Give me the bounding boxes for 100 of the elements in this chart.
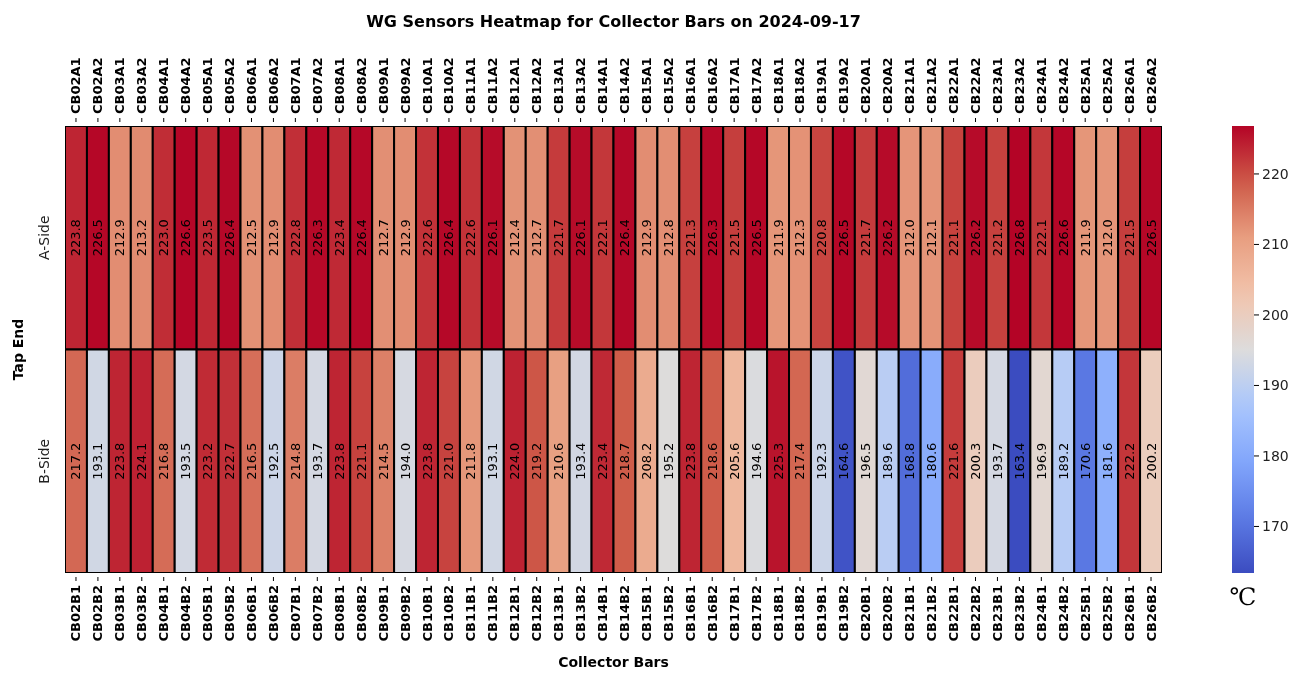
data-label: 223.0 — [156, 219, 172, 257]
data-label: 195.2 — [660, 442, 676, 480]
data-label: 205.6 — [726, 442, 742, 480]
data-label: 223.8 — [682, 442, 698, 480]
color-bar-label: 190 — [1262, 377, 1289, 394]
x-tick-label: CB18B1 — [770, 585, 786, 642]
x-tick-label: CB22B1 — [946, 585, 962, 642]
data-label: 181.6 — [1099, 442, 1115, 480]
data-label: 193.7 — [989, 442, 1005, 480]
text: CB26A1 — [1121, 57, 1137, 114]
text: CB25A2 — [1099, 57, 1115, 114]
data-label: 212.3 — [792, 219, 808, 257]
data-label: 164.6 — [836, 442, 852, 480]
x-tick-label: CB14B1 — [595, 585, 611, 642]
data-label: 226.1 — [573, 219, 589, 257]
x-tick-label: CB05B1 — [200, 585, 216, 642]
data-label: 223.4 — [331, 219, 347, 257]
x-tick-label: CB16B2 — [704, 585, 720, 642]
data-label: 223.8 — [331, 442, 347, 480]
data-label: 214.8 — [287, 442, 303, 480]
text: CB12A2 — [529, 57, 545, 114]
x-tick-label: CB15B2 — [660, 585, 676, 642]
x-tick-label: CB15B1 — [638, 585, 654, 642]
x-tick-label: CB13B2 — [573, 585, 589, 642]
text: CB24A1 — [1033, 57, 1049, 114]
data-label: 222.6 — [463, 219, 479, 257]
data-label: 212.0 — [902, 219, 918, 257]
data-label: 218.7 — [616, 442, 632, 480]
data-label: 211.9 — [770, 219, 786, 257]
text: CB11A2 — [485, 57, 501, 114]
text: CB23A2 — [1011, 57, 1027, 114]
text: CB10A1 — [419, 57, 435, 114]
data-label: 221.5 — [726, 219, 742, 257]
x-tick-label: CB25B2 — [1099, 585, 1115, 642]
data-label: 196.9 — [1033, 442, 1049, 480]
x-tick-label: CB12B2 — [529, 585, 545, 642]
data-label: 163.4 — [1011, 442, 1027, 480]
text: CB03A1 — [112, 57, 128, 114]
color-bar-label: 200 — [1262, 306, 1289, 323]
x-tick-label: CB03B2 — [134, 585, 150, 642]
y-tick-label: B-Side — [36, 438, 52, 484]
data-label: 193.5 — [178, 442, 194, 480]
data-label: 212.9 — [397, 219, 413, 257]
x-tick-label: CB08B2 — [353, 585, 369, 642]
data-label: 221.6 — [946, 442, 962, 480]
data-label: 226.5 — [836, 219, 852, 257]
data-label: 193.7 — [309, 442, 325, 480]
text: CB17A1 — [726, 57, 742, 114]
x-tick-label: CB24B1 — [1033, 585, 1049, 642]
data-label: 212.7 — [375, 219, 391, 257]
x-tick-label: CB04B2 — [178, 585, 194, 642]
data-label: 226.6 — [1055, 219, 1071, 257]
text: CB16A1 — [682, 57, 698, 114]
data-label: 221.3 — [682, 219, 698, 257]
data-label: 226.1 — [485, 219, 501, 257]
data-label: 168.8 — [902, 442, 918, 480]
x-tick-label: CB04B1 — [156, 585, 172, 642]
data-label: 221.1 — [353, 442, 369, 480]
data-label: 222.6 — [419, 219, 435, 257]
x-tick-label: CB26B2 — [1143, 585, 1159, 642]
data-label: 225.3 — [770, 442, 786, 480]
chart-title: WG Sensors Heatmap for Collector Bars on 2024-09-17 — [365, 12, 862, 31]
x-tick-label: CB21B2 — [924, 585, 940, 642]
data-label: 223.8 — [419, 442, 435, 480]
data-label: 212.9 — [638, 219, 654, 257]
data-label: 226.4 — [441, 219, 457, 257]
data-label: 212.7 — [529, 219, 545, 257]
data-label: 226.4 — [222, 219, 238, 257]
data-label: 212.1 — [924, 219, 940, 257]
color-bar-title: ℃ — [1229, 583, 1257, 611]
color-bar-label: 180 — [1262, 447, 1289, 464]
text: CB14A2 — [616, 57, 632, 114]
data-label: 226.5 — [1143, 219, 1159, 257]
text: CB09A1 — [375, 57, 391, 114]
data-label: 211.8 — [463, 442, 479, 480]
data-label: 212.4 — [507, 219, 523, 257]
data-label: 222.8 — [287, 219, 303, 257]
data-label: 210.6 — [551, 442, 567, 480]
data-label: 192.5 — [265, 442, 281, 480]
y-tick-label: A-Side — [36, 215, 52, 261]
text: CB07A2 — [309, 57, 325, 114]
x-tick-label: CB10B1 — [419, 585, 435, 642]
x-tick-label: CB03B1 — [112, 585, 128, 642]
data-label: 216.5 — [243, 442, 259, 480]
x-tick-label: CB07B2 — [309, 585, 325, 642]
text: CB26A2 — [1143, 57, 1159, 114]
data-label: 222.1 — [595, 219, 611, 257]
x-tick-label: CB11B2 — [485, 585, 501, 642]
data-label: 223.5 — [200, 219, 216, 257]
data-label: 224.0 — [507, 442, 523, 480]
data-label: 221.7 — [551, 219, 567, 257]
text: CB13A1 — [551, 57, 567, 114]
color-bar-label: 210 — [1262, 236, 1289, 253]
color-bar-label: 170 — [1262, 518, 1289, 535]
text: CB05A2 — [222, 57, 238, 114]
data-label: 226.4 — [616, 219, 632, 257]
x-tick-label: CB17B1 — [726, 585, 742, 642]
text: CB18A2 — [792, 57, 808, 114]
text: CB22A1 — [946, 57, 962, 114]
data-label: 193.1 — [90, 442, 106, 480]
